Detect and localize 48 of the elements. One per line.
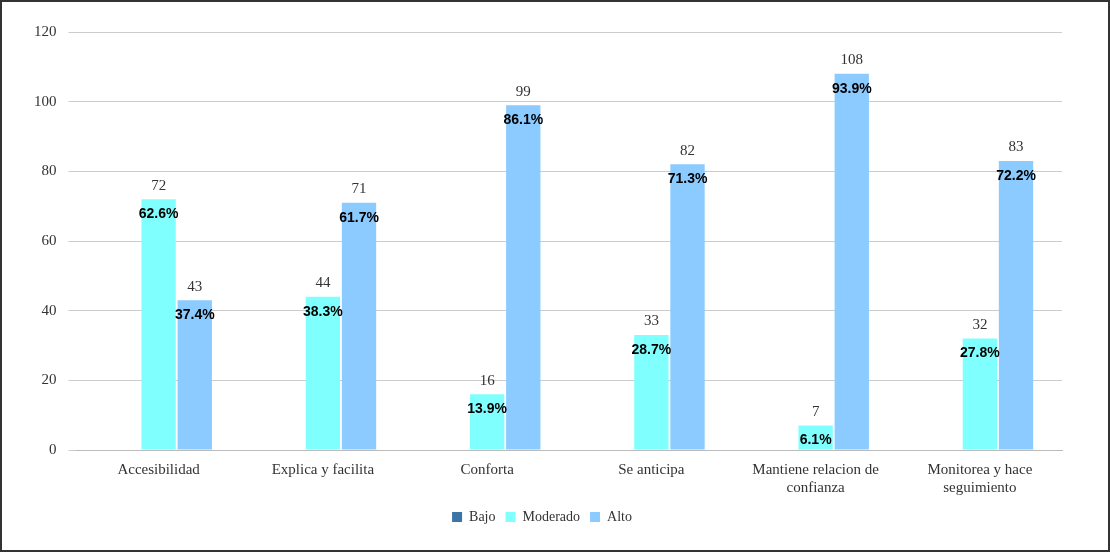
bar bbox=[634, 335, 669, 450]
data-label: 108 bbox=[840, 51, 864, 68]
annotation: 13.9% bbox=[467, 400, 508, 417]
annotation: 71.3% bbox=[667, 170, 708, 187]
annotation: 72.2% bbox=[996, 166, 1037, 183]
y-tick-label: 60 bbox=[41, 231, 57, 248]
y-tick-label: 20 bbox=[41, 371, 57, 388]
data-label: 44 bbox=[315, 274, 331, 291]
annotation: 86.1% bbox=[503, 111, 544, 128]
data-label: 7 bbox=[811, 403, 820, 420]
annotation: 62.6% bbox=[138, 205, 180, 222]
legend-label: Alto bbox=[607, 508, 632, 524]
data-label: 99 bbox=[515, 82, 531, 99]
annotation: 38.3% bbox=[303, 302, 344, 319]
y-tick-label: 40 bbox=[41, 301, 57, 318]
data-label: 33 bbox=[643, 312, 659, 329]
data-label: 72 bbox=[151, 176, 167, 193]
bar bbox=[670, 164, 705, 450]
y-tick-label: 120 bbox=[34, 22, 57, 39]
bar bbox=[305, 296, 341, 450]
annotation: 61.7% bbox=[339, 208, 380, 225]
y-tick-label: 80 bbox=[41, 162, 57, 179]
data-label: 43 bbox=[187, 277, 203, 294]
annotation: 93.9% bbox=[831, 79, 873, 96]
legend-label: Bajo bbox=[469, 508, 496, 524]
x-tick-label: Mantiene relacion de confianza bbox=[752, 460, 880, 495]
bar bbox=[141, 199, 176, 450]
x-tick-label: Accesibilidad bbox=[117, 460, 201, 477]
data-label: 71 bbox=[351, 180, 367, 197]
data-label: 82 bbox=[680, 141, 696, 158]
data-label: 16 bbox=[479, 371, 496, 388]
y-tick-label: 100 bbox=[34, 92, 57, 109]
annotation: 6.1% bbox=[799, 431, 833, 448]
annotation: 37.4% bbox=[174, 306, 216, 323]
x-tick-label: Explica y facilita bbox=[271, 460, 375, 477]
y-tick-label: 0 bbox=[49, 440, 57, 457]
bar bbox=[998, 160, 1034, 450]
annotation: 28.7% bbox=[631, 340, 672, 357]
bar bbox=[506, 105, 541, 450]
data-label: 83 bbox=[1008, 138, 1024, 155]
x-tick-label: Monitorea y hace seguimiento bbox=[927, 460, 1033, 495]
bar bbox=[341, 202, 377, 450]
data-label: 32 bbox=[972, 315, 988, 332]
x-tick-label: Se anticipa bbox=[618, 460, 685, 477]
annotation: 27.8% bbox=[960, 344, 1001, 361]
bar bbox=[962, 338, 998, 450]
legend-label: Moderado bbox=[522, 508, 581, 524]
x-tick-label: Conforta bbox=[460, 460, 515, 477]
